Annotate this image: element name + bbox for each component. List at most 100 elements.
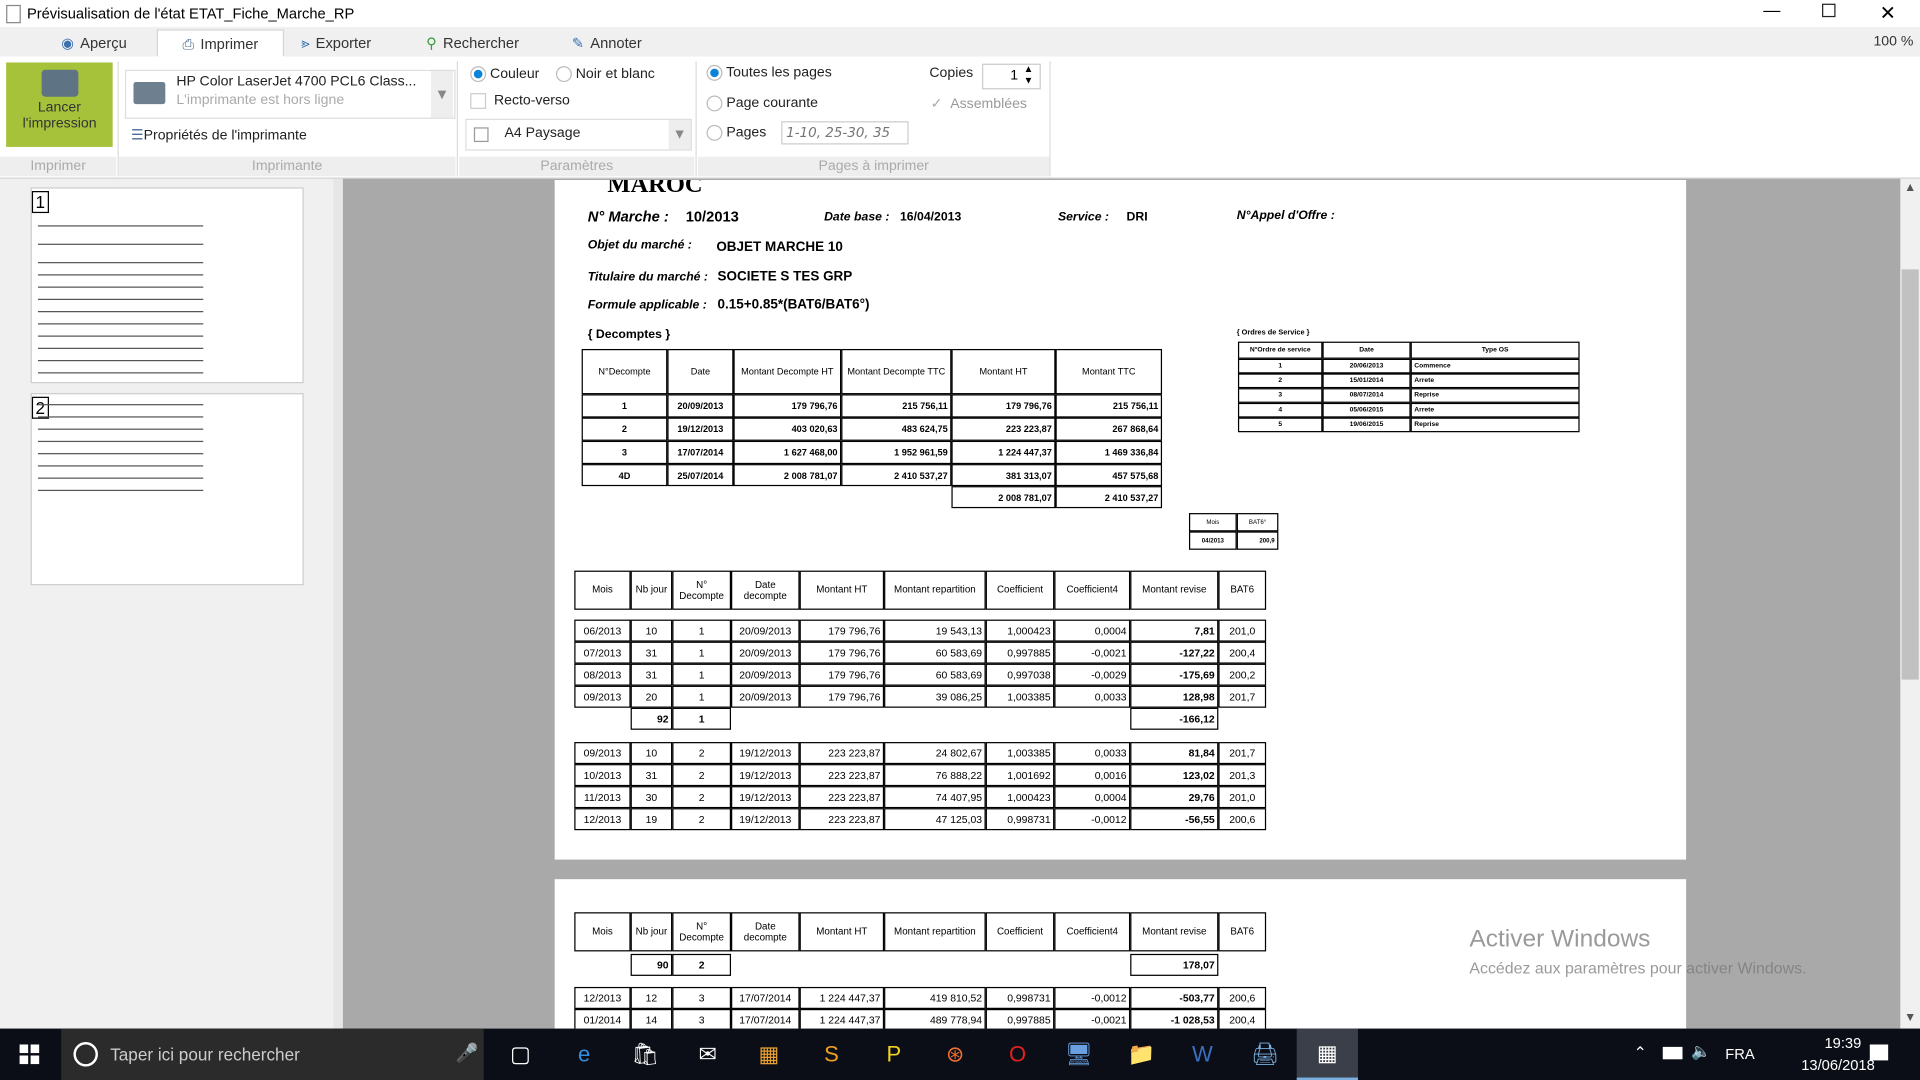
printer-select[interactable]: HP Color LaserJet 4700 PCL6 Class... L'i… [124,69,456,119]
thumbnail-page-1[interactable]: 1 [30,187,304,384]
revision-row-cell: 223 223,87 [799,808,885,831]
tab-apercu[interactable]: ◉ Aperçu [61,34,127,52]
activation-watermark-title: Activer Windows [1469,925,1651,953]
revision-row-cell: 223 223,87 [799,786,885,809]
tab-rechercher[interactable]: ⚲ Rechercher [426,34,519,52]
search-icon: ⚲ [426,34,437,52]
decomptes-cell: 2 410 537,27 [841,464,952,487]
revision-row-cell: 17/07/2014 [731,1008,800,1029]
panel-splitter[interactable] [333,178,343,1029]
revision-row-cell: 0,998731 [985,986,1055,1009]
revision-row-cell: 14 [630,1008,673,1029]
revision-row-cell: 20/09/2013 [731,641,800,664]
sublime-icon[interactable]: S [824,1041,839,1066]
revision-row-cell: 201,3 [1218,764,1267,787]
tray-chevron-icon[interactable]: ⌃ [1633,1043,1647,1062]
pen-icon: ✎ [571,34,585,52]
task-view-icon[interactable]: ▢ [509,1041,531,1066]
clock-date[interactable]: 13/06/2018 [1801,1056,1875,1074]
pdf-icon[interactable]: P [886,1041,902,1066]
ordres-cell: 08/07/2014 [1322,388,1411,403]
revision-header-cell: Montant repartition [884,912,986,952]
revision-row-cell: 200,6 [1218,986,1267,1009]
chevron-down-icon[interactable]: ▼ [431,71,454,118]
pages-input[interactable] [781,121,909,145]
revision-header-cell: Montant HT [799,912,885,952]
thumbnail-line [37,440,204,443]
thumbnail-line [37,465,204,467]
tab-imprimer[interactable]: ⎙ Imprimer [156,29,285,58]
revision-row-cell: 60 583,69 [884,663,986,686]
revision-row-cell: 09/2013 [574,685,631,708]
radio-bw[interactable]: Noir et blanc [555,66,655,83]
paper-select[interactable]: A4 Paysage ▼ [465,118,692,151]
clock-time[interactable]: 19:39 [1824,1034,1862,1052]
store-icon[interactable]: 🛍 [631,1041,660,1066]
group-label-pages: Pages à imprimer [697,156,1050,177]
revision-row-cell: 200,4 [1218,641,1267,664]
taskbar-search[interactable]: Taper ici pour rechercher 🎤 [61,1028,484,1080]
explorer-icon[interactable]: 📁 [1127,1041,1155,1066]
printer-icon [133,82,166,105]
tab-annoter[interactable]: ✎ Annoter [571,34,642,52]
word-icon[interactable]: W [1192,1041,1213,1066]
windows-start-icon[interactable] [19,1044,40,1065]
revision-row-cell: 31 [630,663,673,686]
opera-icon[interactable]: O [1008,1041,1027,1066]
radio-pages[interactable]: Pages [706,124,766,141]
language-indicator[interactable]: FRA [1725,1045,1755,1063]
thumbnail-page-2[interactable]: 2 [30,393,304,586]
vertical-scrollbar[interactable]: ▲ ▼ [1900,178,1920,1029]
volume-icon[interactable]: 🔈 [1691,1042,1711,1061]
revision-header-cell: Nb jour [630,570,673,610]
revision-row-cell: 1 [672,641,732,664]
revision-header-cell: Date decompte [731,912,800,952]
app-orange-icon[interactable]: ⊛ [945,1041,965,1066]
edge-icon[interactable]: e [577,1041,591,1066]
thumbnail-line [37,225,204,227]
print-button[interactable]: Lancer l'impression [6,62,113,147]
scroll-thumb[interactable] [1901,269,1919,680]
revision-row-cell: -503,77 [1130,986,1219,1009]
microphone-icon[interactable]: 🎤 [455,1043,479,1065]
revision-row-cell: 2 [672,786,732,809]
revision-row-cell: 30 [630,786,673,809]
radio-all-pages[interactable]: Toutes les pages [706,64,832,81]
decomptes-cell: 179 796,76 [733,394,842,418]
copies-label: Copies [929,66,974,81]
restore-button[interactable] [1822,3,1836,18]
revision-row-cell: 39 086,25 [884,685,986,708]
scroll-down-icon[interactable]: ▼ [1904,1011,1917,1025]
revision-header-cell: N° Decompte [672,912,732,952]
duplex-checkbox[interactable]: Recto-verso [470,93,570,109]
subtotal-montant-revise: -166,12 [1130,707,1219,730]
revision-row-cell: 1,003385 [985,685,1055,708]
radio-current-page[interactable]: Page courante [706,95,818,112]
close-button[interactable]: ✕ [1879,3,1897,25]
scroll-up-icon[interactable]: ▲ [1904,181,1917,195]
remote-desktop-icon[interactable]: 🖨 [1250,1041,1279,1066]
decomptes-cell: 215 756,11 [841,394,952,418]
revision-header-cell: Montant repartition [884,570,986,610]
revision-header-cell: Montant revise [1130,570,1219,610]
stepper-arrows-icon[interactable]: ▲ ▼ [1023,63,1034,86]
ribbon-print: Lancer l'impression HP Color LaserJet 47… [0,56,1920,179]
revision-header-cell: BAT6 [1218,912,1267,952]
calendar-app-icon[interactable]: ▦ [1296,1028,1358,1080]
network-icon[interactable]: 🖥 [1064,1041,1093,1066]
notification-icon[interactable] [1869,1044,1889,1061]
revision-row-cell: 1,001692 [985,764,1055,787]
battery-icon[interactable] [1662,1046,1683,1060]
eye-icon: ◉ [61,34,75,52]
radio-color[interactable]: Couleur [470,66,539,83]
zoom-level: 100 % [1873,34,1914,49]
minimize-button[interactable]: — [1763,0,1781,20]
tab-exporter[interactable]: ⪢ Exporter [301,33,372,52]
thumbnail-line [37,404,204,406]
photos-icon[interactable]: ▦ [758,1041,780,1066]
mail-icon[interactable]: ✉ [698,1041,717,1066]
printer-properties-button[interactable]: ☰Propriétés de l'imprimante [131,128,307,144]
ordres-cell: Commence [1410,358,1580,374]
thumbnail-line [37,243,204,245]
copies-stepper[interactable]: 1 ▲ ▼ [982,63,1041,90]
